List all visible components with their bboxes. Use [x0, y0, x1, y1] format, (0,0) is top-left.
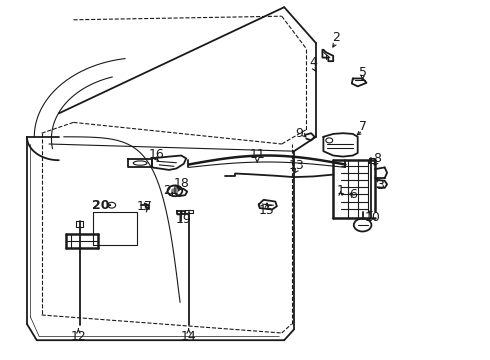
Text: 4: 4 — [310, 57, 318, 69]
Text: 8: 8 — [373, 152, 381, 165]
Text: 7: 7 — [359, 120, 367, 132]
Text: 10: 10 — [365, 211, 380, 224]
Text: 5: 5 — [359, 66, 367, 78]
Text: 6: 6 — [349, 188, 357, 201]
Text: 17: 17 — [137, 201, 152, 213]
Text: 9: 9 — [295, 127, 303, 140]
Text: 3: 3 — [376, 179, 384, 192]
Text: 13: 13 — [289, 159, 304, 172]
Text: 2: 2 — [332, 31, 340, 44]
Text: 12: 12 — [71, 330, 86, 343]
Text: 11: 11 — [249, 148, 265, 161]
Text: 21: 21 — [164, 184, 179, 197]
Text: 14: 14 — [181, 330, 196, 343]
Text: 18: 18 — [173, 177, 189, 190]
Circle shape — [171, 188, 179, 194]
Text: 1: 1 — [337, 184, 344, 197]
Text: 20: 20 — [92, 199, 109, 212]
Text: 15: 15 — [259, 204, 275, 217]
Text: 16: 16 — [149, 148, 165, 161]
Text: 19: 19 — [176, 213, 192, 226]
